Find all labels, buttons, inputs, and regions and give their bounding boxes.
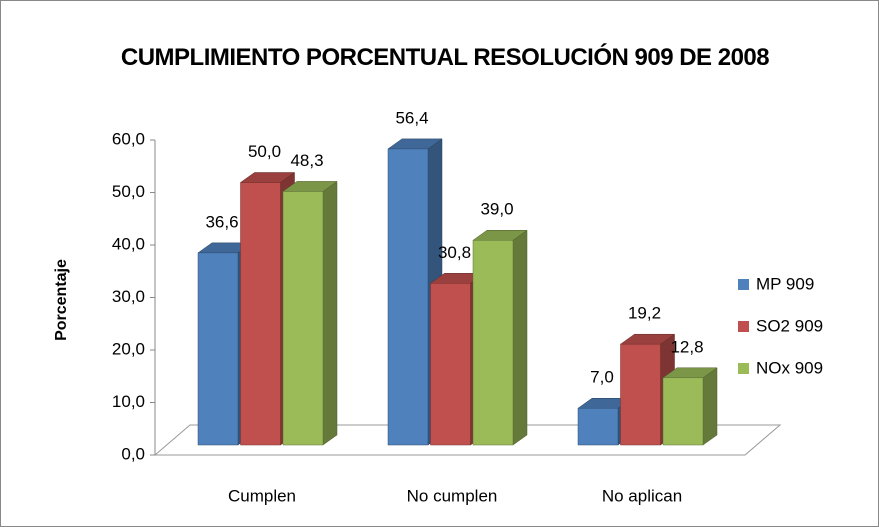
bar-front bbox=[197, 252, 239, 446]
value-label: 7,0 bbox=[590, 368, 614, 387]
value-label: 19,2 bbox=[628, 304, 661, 323]
bar-front bbox=[662, 377, 704, 446]
legend-swatch bbox=[738, 363, 749, 374]
y-tick-label: 50,0 bbox=[112, 182, 145, 201]
legend-label: NOx 909 bbox=[756, 358, 823, 377]
bar-front bbox=[387, 148, 429, 446]
bar bbox=[282, 180, 338, 446]
x-tick-label: No aplican bbox=[602, 486, 682, 505]
y-tick-label: 10,0 bbox=[112, 392, 145, 411]
bar-front bbox=[240, 182, 281, 446]
bar-front bbox=[430, 283, 471, 446]
legend-label: MP 909 bbox=[756, 274, 814, 293]
bar-front bbox=[620, 343, 661, 446]
legend-swatch bbox=[738, 321, 749, 332]
bar bbox=[662, 367, 718, 446]
legend-swatch bbox=[738, 279, 749, 290]
y-tick-label: 30,0 bbox=[112, 287, 145, 306]
legend-label: SO2 909 bbox=[756, 316, 823, 335]
value-label: 56,4 bbox=[395, 108, 428, 127]
bar-front bbox=[282, 191, 324, 446]
value-label: 48,3 bbox=[290, 151, 323, 170]
y-tick-label: 40,0 bbox=[112, 234, 145, 253]
bar bbox=[472, 229, 528, 446]
value-label: 30,8 bbox=[438, 243, 471, 262]
value-label: 50,0 bbox=[248, 142, 281, 161]
x-tick-label: No cumplen bbox=[407, 486, 498, 505]
y-tick-label: 20,0 bbox=[112, 339, 145, 358]
value-label: 39,0 bbox=[480, 200, 513, 219]
y-tick-label: 60,0 bbox=[112, 129, 145, 148]
chart-title: CUMPLIMIENTO PORCENTUAL RESOLUCIÓN 909 D… bbox=[120, 44, 770, 71]
value-label: 12,8 bbox=[670, 337, 703, 356]
bar-side bbox=[512, 229, 528, 446]
y-tick-label: 0,0 bbox=[121, 444, 145, 463]
value-label: 36,6 bbox=[205, 212, 238, 231]
bar-side bbox=[702, 367, 718, 446]
y-axis-label: Porcentaje bbox=[53, 259, 70, 341]
x-tick-label: Cumplen bbox=[228, 486, 296, 505]
bar-side bbox=[322, 180, 338, 446]
bar-front bbox=[577, 408, 619, 446]
bar-front bbox=[472, 240, 514, 446]
